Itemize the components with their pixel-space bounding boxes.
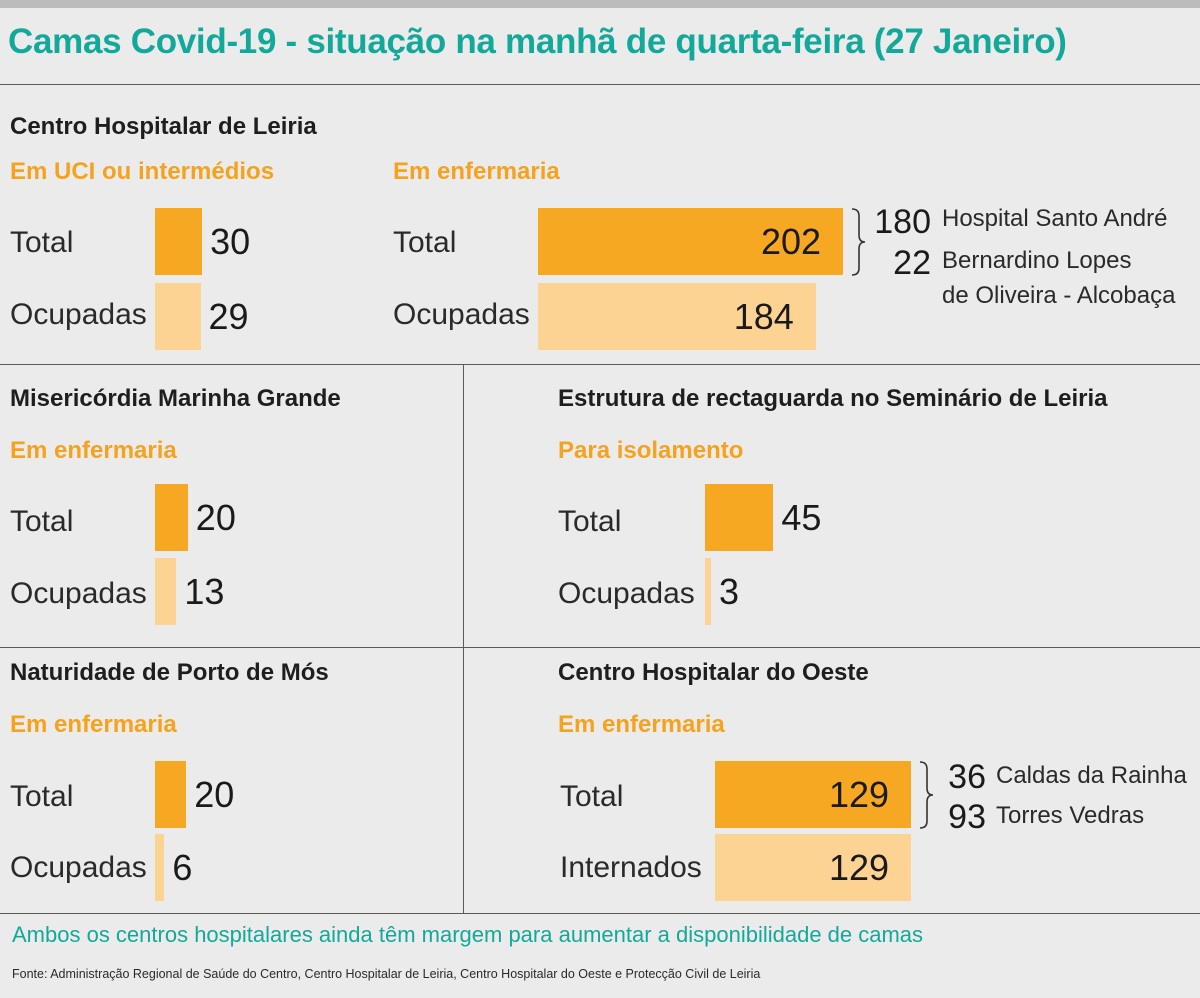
row-label-ocupadas: Ocupadas: [558, 577, 695, 610]
bar-value-occupied: 3: [719, 571, 740, 612]
row-label-ocupadas: Ocupadas: [393, 298, 530, 331]
divider-top: [0, 84, 1200, 85]
bar-total: [715, 761, 912, 828]
row-label-total: Total: [10, 780, 74, 813]
divider-2: [0, 647, 1200, 648]
breakdown-label-line2: de Oliveira - Alcobaça: [942, 282, 1176, 309]
row-label-ocupadas: Ocupadas: [10, 577, 147, 610]
breakdown-value: 180: [874, 203, 931, 241]
divider-vertical: [463, 364, 464, 913]
bar-value-total: 20: [194, 774, 235, 815]
panel-subtitle-leiria-uci: Em UCI ou intermédios: [10, 158, 275, 185]
breakdown-label: Torres Vedras: [996, 802, 1145, 829]
bar-occupied: [155, 558, 177, 625]
bar-value-total: 45: [781, 497, 822, 538]
row-label-ocupadas: Ocupadas: [10, 298, 147, 331]
bar-total: [705, 484, 774, 551]
bar-occupied: [715, 834, 912, 901]
bar-value-occupied: 13: [184, 571, 225, 612]
row-label-total: Total: [560, 780, 624, 813]
breakdown-label: Hospital Santo André: [942, 205, 1168, 232]
panel-subtitle-seminario: Para isolamento: [558, 437, 744, 464]
bracket-leiria: [851, 208, 866, 276]
row-label-total: Total: [10, 505, 74, 538]
row-label-ocupadas: Ocupadas: [10, 851, 147, 884]
bar-total: [538, 208, 844, 275]
bar-value-total: 202: [760, 221, 822, 262]
panel-title-marinha-grande: Misericórdia Marinha Grande: [10, 385, 341, 412]
divider-1: [0, 364, 1200, 365]
bar-value-occupied: 29: [208, 296, 249, 337]
row-label-total: Total: [393, 226, 457, 259]
panel-subtitle-porto-de-mos: Em enfermaria: [10, 711, 177, 738]
bar-total: [155, 761, 187, 828]
bar-occupied: [155, 834, 165, 901]
row-label-total: Total: [558, 505, 622, 538]
bar-value-occupied: 184: [733, 296, 794, 337]
bar-total: [155, 484, 188, 551]
panel-subtitle-leiria-enfermaria: Em enfermaria: [393, 158, 560, 185]
breakdown-value: 36: [948, 758, 986, 796]
bar-value-total: 20: [195, 497, 236, 538]
divider-3: [0, 913, 1200, 914]
panel-title-porto-de-mos: Naturidade de Porto de Mós: [10, 659, 329, 686]
bar-value-total: 30: [210, 221, 251, 262]
bracket-oeste: [919, 761, 934, 829]
panel-subtitle-oeste: Em enfermaria: [558, 711, 725, 738]
footnote: Ambos os centros hospitalares ainda têm …: [12, 922, 924, 947]
bar-occupied: [705, 558, 711, 625]
panel-title-leiria: Centro Hospitalar de Leiria: [10, 113, 317, 140]
breakdown-value: 93: [948, 798, 986, 836]
row-label-internados: Internados: [560, 851, 702, 884]
top-strip: [0, 0, 1200, 8]
breakdown-value: 22: [893, 244, 931, 282]
bar-value-occupied: 6: [172, 847, 193, 888]
panel-subtitle-marinha-grande: Em enfermaria: [10, 437, 177, 464]
bar-occupied: [155, 283, 201, 350]
bar-occupied: [538, 283, 816, 350]
row-label-total: Total: [10, 226, 74, 259]
source-note: Fonte: Administração Regional de Saúde d…: [12, 967, 761, 981]
breakdown-label: Caldas da Rainha: [996, 762, 1187, 789]
page-title: Camas Covid-19 - situação na manhã de qu…: [8, 22, 1067, 61]
bar-value-total: 129: [829, 774, 890, 815]
bar-total: [155, 208, 203, 275]
panel-title-seminario: Estrutura de rectaguarda no Seminário de…: [558, 385, 1108, 412]
breakdown-label: Bernardino Lopes: [942, 247, 1132, 274]
bar-value-occupied: 129: [829, 847, 890, 888]
panel-title-oeste: Centro Hospitalar do Oeste: [558, 659, 869, 686]
